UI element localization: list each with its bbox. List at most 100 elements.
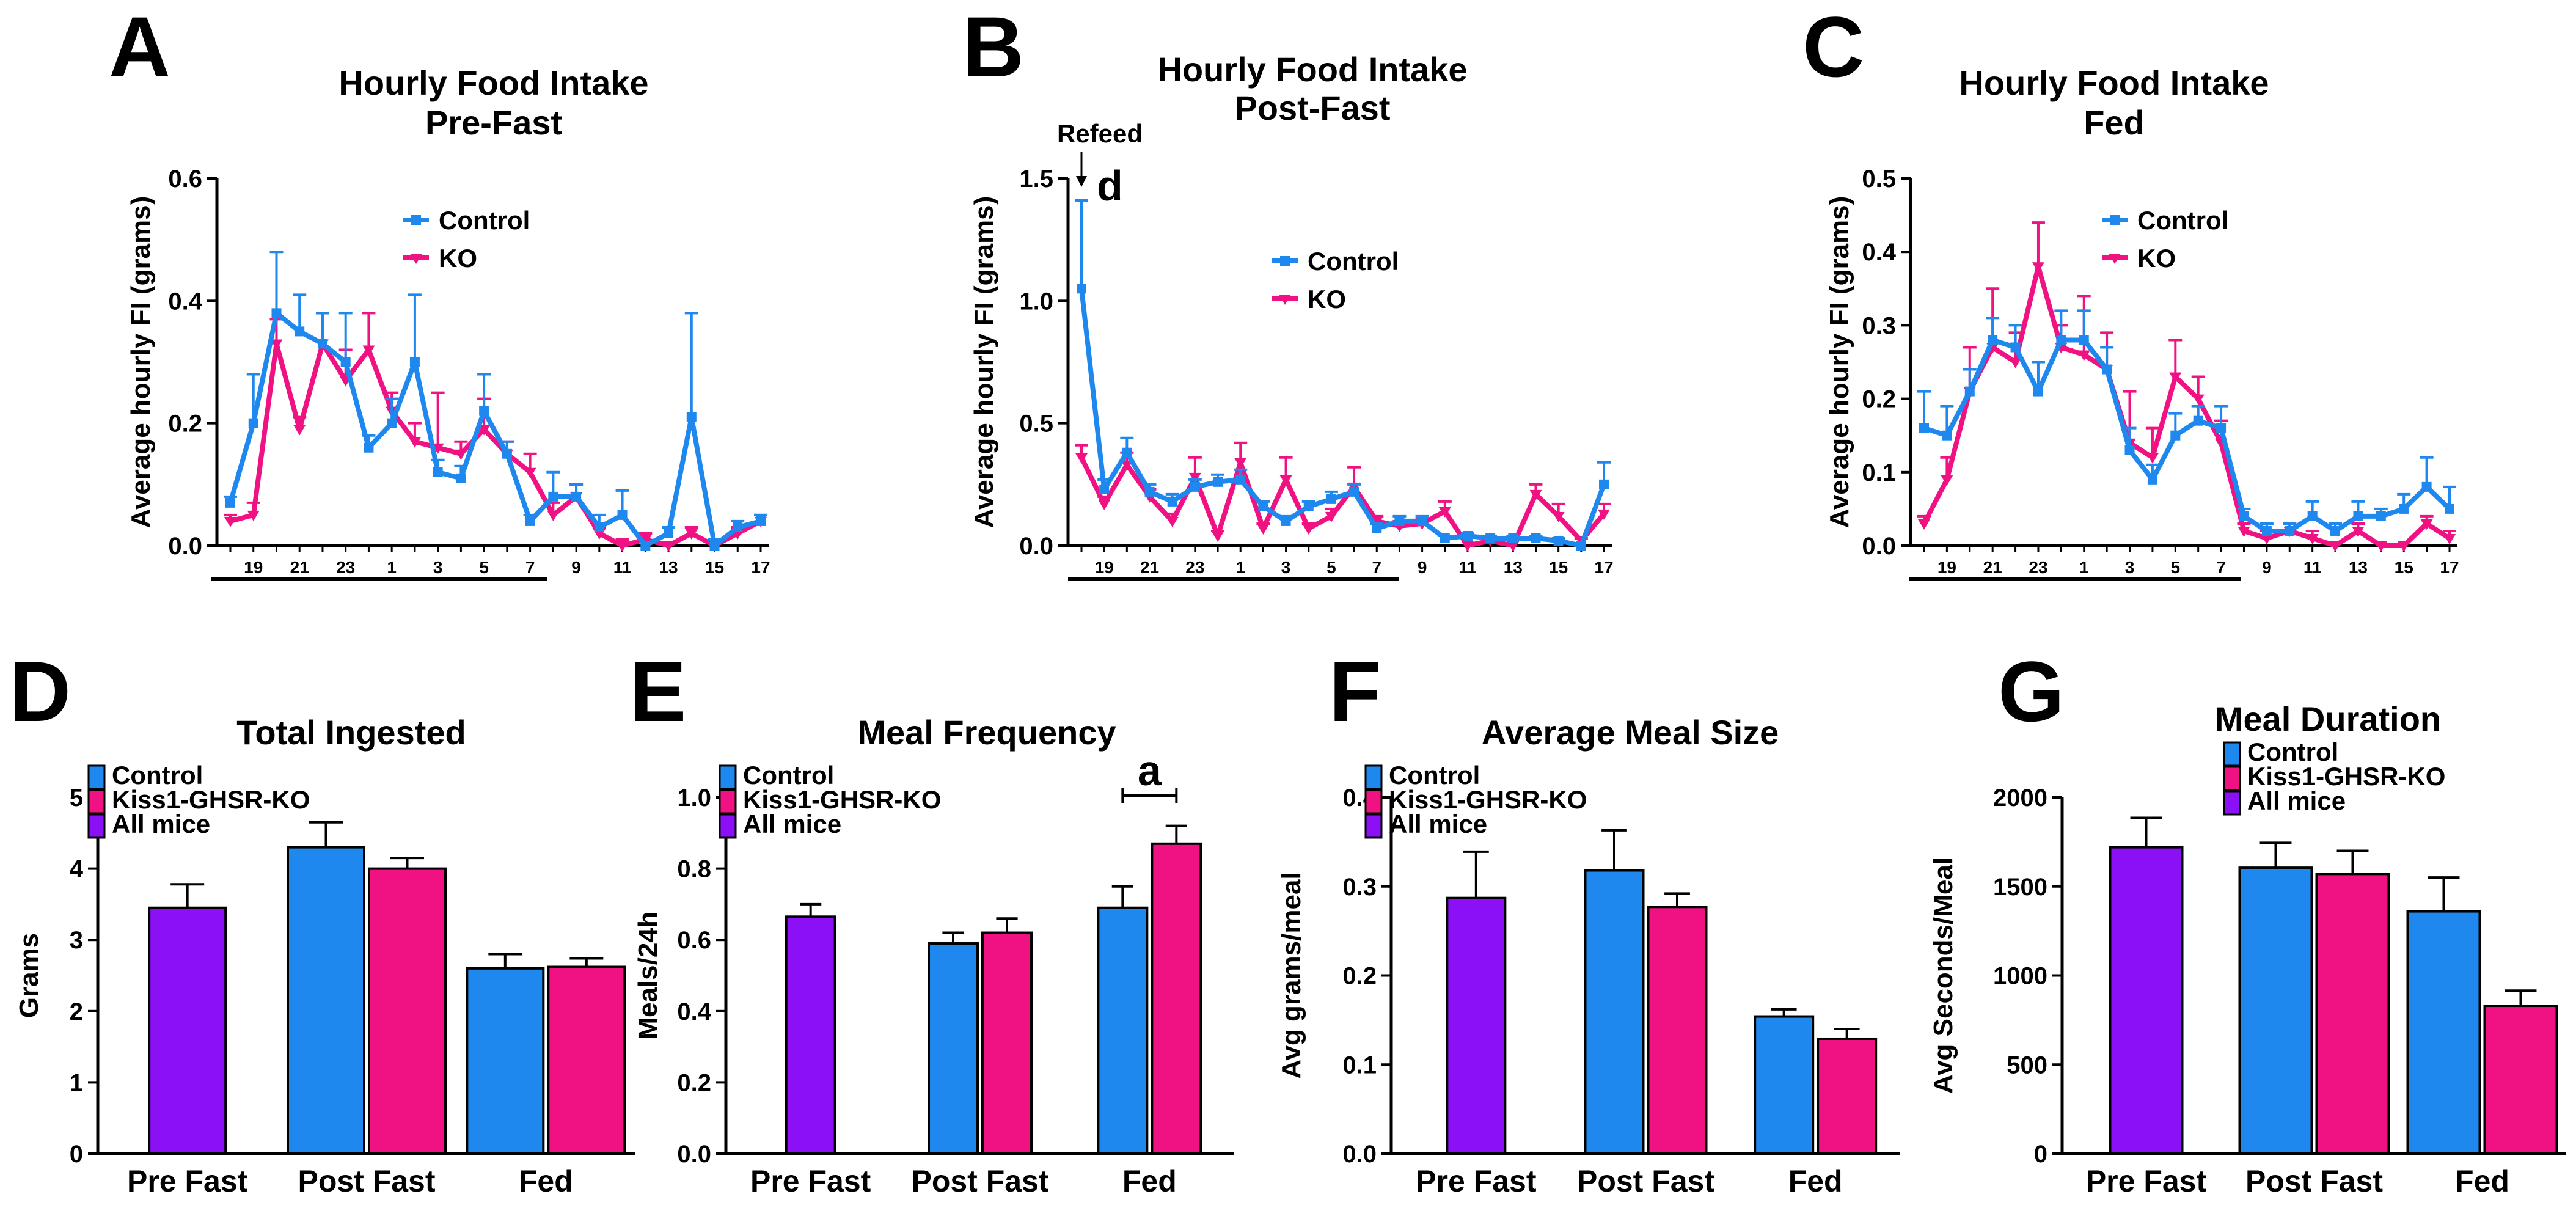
x-tick-label: 11 xyxy=(613,558,632,577)
data-point-control xyxy=(317,339,327,349)
legend-marker-ko xyxy=(1279,295,1291,305)
data-point-control xyxy=(1190,481,1200,492)
chart-title-a: Hourly Food Intake xyxy=(338,64,648,102)
data-point-ko xyxy=(1075,453,1088,464)
data-point-ko xyxy=(1188,472,1201,483)
data-point-ko xyxy=(2169,372,2182,383)
y-tick-label: 0.4 xyxy=(168,288,202,315)
data-point-control xyxy=(479,406,489,416)
data-point-control xyxy=(664,528,674,538)
bar-fed-control xyxy=(466,967,545,1155)
data-point-control xyxy=(456,473,466,483)
data-point-control xyxy=(2147,474,2157,485)
data-point-control xyxy=(1576,541,1586,551)
legend-swatch-control xyxy=(87,764,106,790)
data-point-control xyxy=(1988,335,1998,345)
data-point-control xyxy=(1303,501,1314,511)
x-tick-label: 13 xyxy=(659,558,678,577)
data-point-control xyxy=(525,516,535,526)
y-tick-label: 0.0 xyxy=(1862,533,1896,560)
data-point-control xyxy=(387,418,397,428)
data-point-ko xyxy=(478,425,491,436)
y-tick-label: 0.1 xyxy=(1342,1052,1377,1078)
data-point-ko xyxy=(2420,519,2433,530)
data-point-control xyxy=(1531,533,1541,543)
y-tick-label: 1.5 xyxy=(1019,166,1053,192)
y-tick-label: 0 xyxy=(70,1141,83,1168)
y-tick-label: 0.3 xyxy=(1862,312,1896,339)
bar-fed-control xyxy=(1097,906,1149,1155)
x-tick-label: Fed xyxy=(519,1164,573,1198)
data-point-control xyxy=(1349,486,1359,497)
data-point-control xyxy=(1394,516,1405,526)
data-point-ko xyxy=(685,529,698,540)
y-tick-label: 0.2 xyxy=(1862,386,1896,413)
legend-swatch-kiss1-ghsr-ko xyxy=(719,789,737,814)
y-tick-label: 1.0 xyxy=(677,785,711,811)
data-point-ko xyxy=(1257,524,1270,535)
bar-pre-fast-all-mice xyxy=(785,915,836,1155)
data-point-control xyxy=(1258,501,1268,511)
series-line-ko xyxy=(1922,264,2451,548)
bar-post-fast-kiss1-ghsr-ko xyxy=(981,931,1033,1155)
data-point-ko xyxy=(1598,509,1610,520)
data-point-ko xyxy=(293,425,306,436)
data-point-control xyxy=(2124,445,2135,455)
legend-label-ko: KO xyxy=(1308,285,1346,313)
data-point-control xyxy=(2445,503,2454,514)
data-point-ko xyxy=(2238,526,2250,537)
legend-label-ko: KO xyxy=(2137,244,2176,273)
data-point-ko xyxy=(1438,507,1451,518)
data-point-control xyxy=(2193,415,2203,426)
y-tick-label: 0.0 xyxy=(1342,1141,1377,1168)
data-point-control xyxy=(1964,386,1975,397)
y-tick-label: 0.0 xyxy=(168,533,202,560)
data-point-control xyxy=(756,516,766,526)
x-tick-label: 21 xyxy=(1140,558,1159,577)
data-point-control xyxy=(2033,386,2043,397)
x-tick-label: 11 xyxy=(1458,558,1477,577)
data-point-ko xyxy=(1529,489,1542,500)
data-point-ko xyxy=(2192,394,2205,405)
y-tick-label: 0.2 xyxy=(168,411,202,437)
y-tick-label: 0.0 xyxy=(1019,533,1053,560)
data-point-control xyxy=(2399,503,2409,514)
legend-marker-ko xyxy=(410,254,422,264)
data-point-ko xyxy=(1941,475,1953,486)
y-tick-label: 3 xyxy=(70,927,83,954)
legend-marker-control xyxy=(2110,215,2120,225)
x-tick-label: Fed xyxy=(2455,1164,2509,1198)
panel-letter-e: E xyxy=(629,643,686,739)
x-tick-label: 5 xyxy=(479,558,489,577)
y-tick-label: 1500 xyxy=(1993,874,2047,901)
x-tick-label: 21 xyxy=(1983,558,2002,577)
panel-letter-b: B xyxy=(962,0,1024,95)
data-point-control xyxy=(295,326,305,337)
legend-label-control: Control xyxy=(2137,206,2228,235)
x-tick-label: 19 xyxy=(1937,558,1956,577)
data-point-ko xyxy=(1121,460,1133,471)
data-point-ko xyxy=(547,510,560,521)
y-tick-label: 0 xyxy=(2034,1141,2047,1168)
data-point-ko xyxy=(1098,499,1111,510)
x-tick-label: 9 xyxy=(1418,558,1427,577)
y-axis-label-c: Average hourly FI (grams) xyxy=(1824,196,1854,529)
data-point-control xyxy=(248,418,258,428)
chart-title-f: Average Meal Size xyxy=(1482,713,1779,752)
data-point-ko xyxy=(1234,458,1247,469)
data-point-ko xyxy=(247,510,260,521)
data-point-control xyxy=(1281,516,1291,526)
chart-subtitle-c: Fed xyxy=(2084,103,2145,142)
data-point-ko xyxy=(1212,531,1224,542)
data-point-control xyxy=(1508,533,1518,543)
x-tick-label: 21 xyxy=(290,558,309,577)
y-tick-label: 0.2 xyxy=(677,1069,711,1096)
x-tick-label: 1 xyxy=(1235,558,1245,577)
panel-g: G Meal Duration 0 500 1000 1500 2000 Avg Seco… xyxy=(1928,643,2566,1198)
data-point-control xyxy=(2102,364,2112,375)
data-point-control xyxy=(594,522,604,532)
significance-label-e: a xyxy=(1138,747,1162,794)
data-point-ko xyxy=(1302,524,1315,535)
series-line-ko xyxy=(1079,456,1606,548)
y-axis-label-d: Grams xyxy=(14,933,44,1018)
